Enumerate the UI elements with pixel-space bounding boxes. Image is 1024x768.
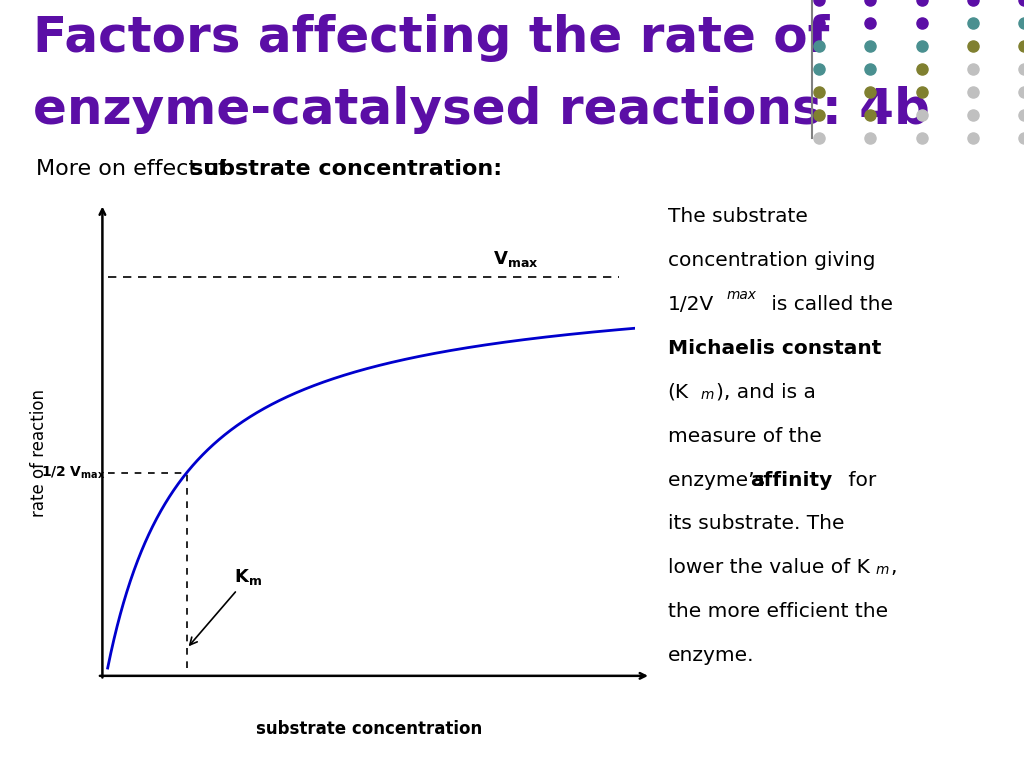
Text: m: m bbox=[700, 388, 714, 402]
Text: K$_{\mathbf{m}}$: K$_{\mathbf{m}}$ bbox=[189, 567, 262, 645]
Text: ,: , bbox=[891, 558, 897, 578]
Text: More on effect of: More on effect of bbox=[36, 159, 232, 179]
Text: concentration giving: concentration giving bbox=[668, 251, 876, 270]
Text: The substrate: The substrate bbox=[668, 207, 807, 226]
Text: substrate concentration: substrate concentration bbox=[256, 720, 481, 738]
Text: is called the: is called the bbox=[765, 295, 893, 314]
Text: the more efficient the: the more efficient the bbox=[668, 602, 888, 621]
Text: ), and is a: ), and is a bbox=[717, 382, 816, 402]
Text: its substrate. The: its substrate. The bbox=[668, 515, 844, 534]
Text: affinity: affinity bbox=[751, 471, 833, 489]
Text: enzyme-catalysed reactions: 4b: enzyme-catalysed reactions: 4b bbox=[33, 86, 930, 134]
Text: enzyme.: enzyme. bbox=[668, 646, 754, 665]
Text: lower the value of K: lower the value of K bbox=[668, 558, 869, 578]
Text: (K: (K bbox=[668, 382, 689, 402]
Text: Michaelis constant: Michaelis constant bbox=[668, 339, 881, 358]
Text: Factors affecting the rate of: Factors affecting the rate of bbox=[33, 14, 829, 62]
Text: 1/2 V$_{\mathbf{max}}$: 1/2 V$_{\mathbf{max}}$ bbox=[41, 465, 105, 481]
Text: 1/2V: 1/2V bbox=[668, 295, 714, 314]
Text: for: for bbox=[843, 471, 877, 489]
Text: max: max bbox=[727, 288, 757, 303]
Text: enzyme’s: enzyme’s bbox=[668, 471, 771, 489]
Text: m: m bbox=[876, 564, 889, 578]
Text: substrate concentration:: substrate concentration: bbox=[190, 159, 502, 179]
Text: measure of the: measure of the bbox=[668, 427, 821, 445]
Text: V$_{\mathbf{max}}$: V$_{\mathbf{max}}$ bbox=[493, 250, 539, 270]
Text: rate of reaction: rate of reaction bbox=[30, 389, 47, 517]
